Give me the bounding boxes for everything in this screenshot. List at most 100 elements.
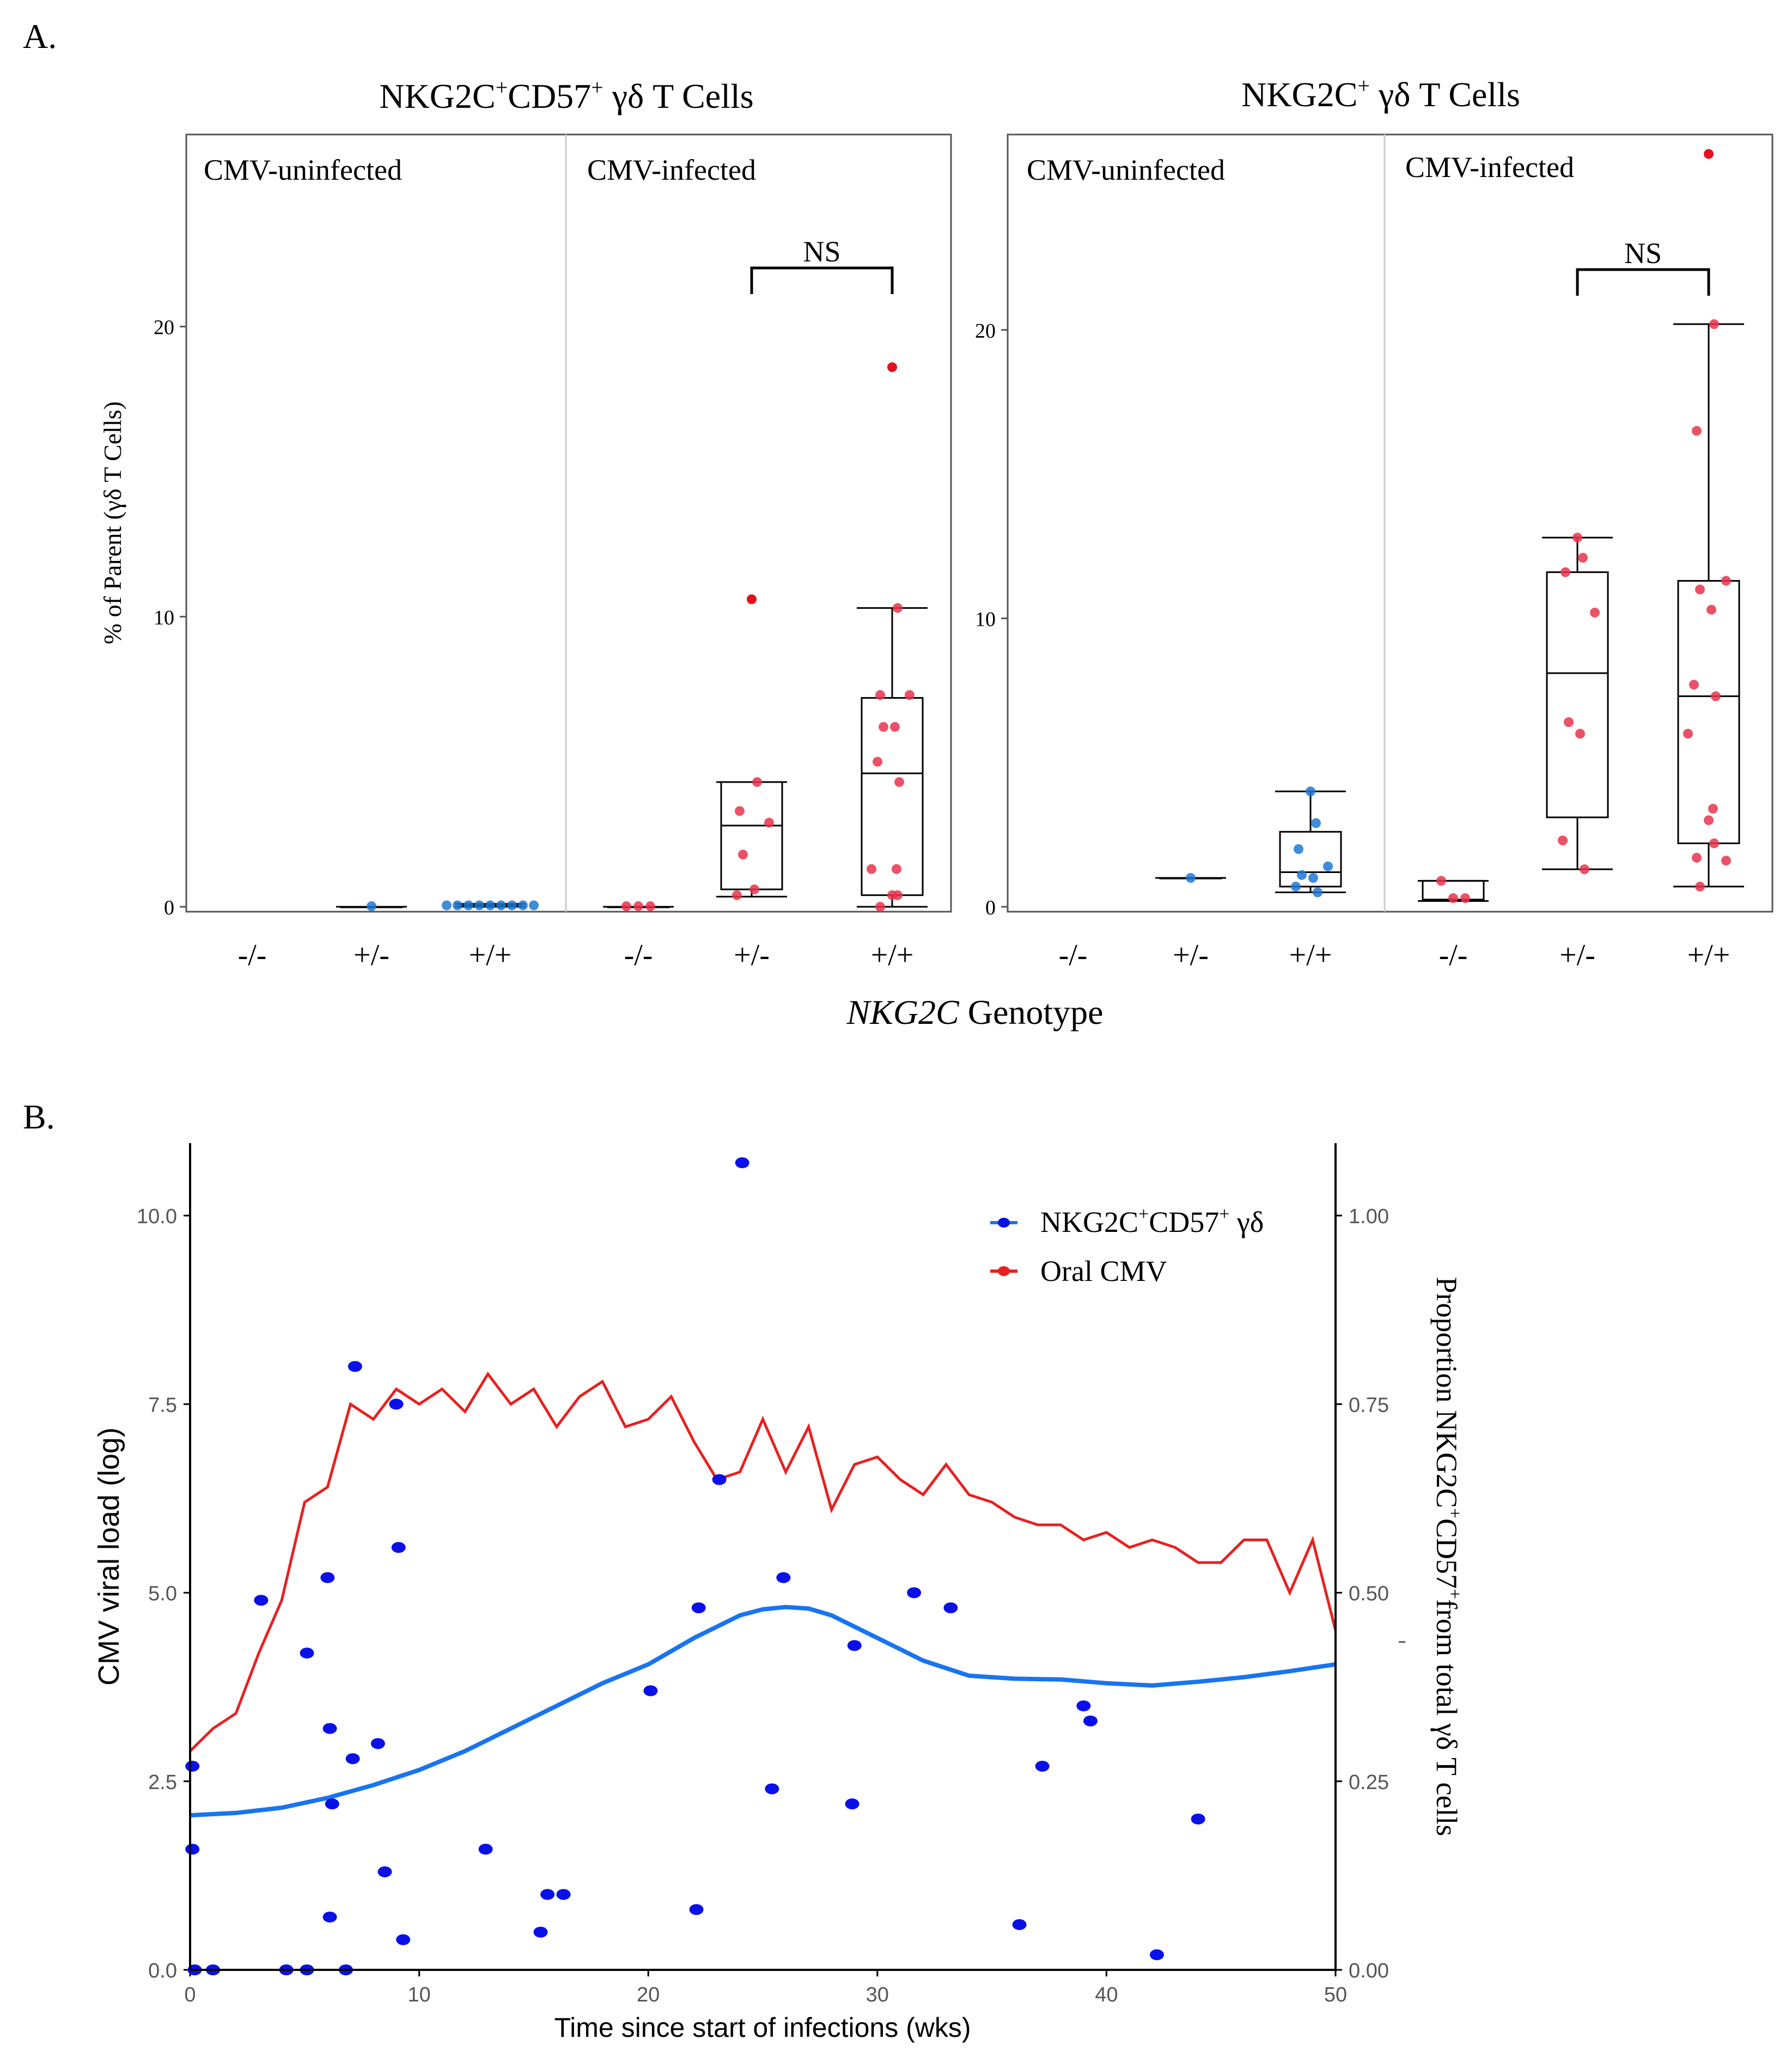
data-point bbox=[453, 900, 462, 911]
y-right-tick-label: 0.50 bbox=[1349, 1583, 1389, 1606]
data-point bbox=[1711, 691, 1721, 701]
legend-label-nkg2c: NKG2C+CD57+ γδ bbox=[1040, 1204, 1264, 1238]
x-tick-label: 30 bbox=[866, 1983, 889, 2006]
data-point bbox=[322, 1912, 337, 1923]
data-point bbox=[1721, 576, 1731, 586]
x-tick-label: -/- bbox=[624, 938, 653, 972]
legend-label-cmv: Oral CMV bbox=[1040, 1255, 1167, 1287]
data-point bbox=[907, 1587, 922, 1598]
y-right-tick-label: 1.00 bbox=[1349, 1205, 1389, 1228]
data-point bbox=[943, 1602, 958, 1614]
y-right-tick-label: 0.00 bbox=[1349, 1960, 1389, 1982]
data-point bbox=[689, 1904, 704, 1915]
data-point bbox=[893, 890, 903, 900]
chart-a-left-frame bbox=[185, 133, 952, 913]
data-point bbox=[735, 1157, 749, 1169]
data-point bbox=[873, 756, 882, 767]
x-tick-label: 50 bbox=[1324, 1983, 1347, 2006]
data-point bbox=[867, 864, 876, 874]
data-point bbox=[345, 1753, 360, 1765]
y-tick-label: 10.0 bbox=[137, 1205, 177, 1228]
data-point bbox=[300, 1647, 314, 1659]
x-tick-label: +/+ bbox=[1687, 938, 1730, 972]
significance-bracket bbox=[1576, 268, 1710, 296]
data-point bbox=[1308, 873, 1318, 883]
data-point bbox=[1692, 852, 1702, 863]
data-point bbox=[879, 722, 888, 732]
data-point bbox=[765, 1783, 779, 1794]
chart-b-y-right-title: Proportion NKG2C+CD57+from total γδ T ce… bbox=[1430, 1277, 1465, 1836]
data-point bbox=[735, 806, 745, 816]
data-point bbox=[691, 1602, 706, 1614]
data-point bbox=[1564, 717, 1574, 728]
data-point bbox=[254, 1595, 269, 1606]
y-tick-label: 7.5 bbox=[148, 1394, 177, 1417]
data-point bbox=[540, 1889, 555, 1900]
x-tick-label: 40 bbox=[1095, 1983, 1118, 2006]
data-point bbox=[887, 362, 897, 373]
data-point bbox=[645, 901, 655, 911]
data-point bbox=[905, 690, 915, 700]
legend-swatch-dot-cmv bbox=[998, 1266, 1010, 1276]
data-point bbox=[875, 902, 885, 912]
chart-b-legend: NKG2C+CD57+ γδ Oral CMV bbox=[990, 1204, 1264, 1287]
data-point bbox=[370, 1738, 385, 1749]
y-tick-label: 10 bbox=[154, 606, 174, 629]
data-point bbox=[185, 1844, 200, 1855]
data-point bbox=[893, 603, 903, 613]
data-point bbox=[485, 900, 495, 911]
chart-a-right-title: NKG2C+ γδ T Cells bbox=[1241, 74, 1520, 114]
facet-label-uninfected-right: CMV-uninfected bbox=[1027, 154, 1225, 186]
y-tick-label: 0 bbox=[985, 896, 996, 919]
nkg2c-smooth-line bbox=[190, 1604, 1336, 1818]
data-point bbox=[1578, 553, 1588, 563]
data-point bbox=[1695, 881, 1705, 892]
data-point bbox=[320, 1572, 335, 1583]
data-point bbox=[556, 1889, 571, 1900]
data-point bbox=[1572, 533, 1582, 543]
y-tick-label: 2.5 bbox=[148, 1771, 177, 1794]
data-point bbox=[518, 900, 528, 911]
data-point bbox=[1689, 680, 1699, 690]
y-tick-label: 20 bbox=[154, 316, 174, 339]
data-point bbox=[890, 722, 900, 732]
x-tick-label: +/- bbox=[1173, 938, 1209, 972]
data-point bbox=[747, 594, 757, 605]
data-point bbox=[496, 900, 506, 911]
data-point bbox=[1313, 887, 1322, 898]
data-point bbox=[1460, 893, 1470, 904]
x-tick-label: -/- bbox=[1439, 938, 1468, 972]
data-point bbox=[1590, 607, 1600, 618]
data-point bbox=[391, 1542, 406, 1553]
box-iqr bbox=[1546, 571, 1609, 819]
data-point bbox=[1704, 149, 1714, 159]
box-iqr bbox=[1677, 580, 1740, 844]
data-point bbox=[322, 1723, 337, 1734]
data-point bbox=[1692, 426, 1702, 436]
data-point bbox=[1709, 838, 1719, 849]
panel-label-a: A. bbox=[23, 17, 57, 56]
data-point bbox=[1291, 881, 1301, 892]
data-point bbox=[1448, 893, 1458, 904]
chart-b-x-title: Time since start of infections (wks) bbox=[554, 2012, 971, 2043]
data-point bbox=[1297, 870, 1307, 880]
data-point bbox=[1436, 876, 1446, 886]
data-point bbox=[325, 1798, 339, 1810]
x-tick-label: +/+ bbox=[871, 938, 914, 972]
x-tick-label: -/- bbox=[238, 938, 267, 972]
data-point bbox=[1035, 1761, 1050, 1772]
data-point bbox=[1083, 1715, 1098, 1726]
data-point bbox=[396, 1934, 411, 1945]
y-tick-label: 10 bbox=[975, 608, 996, 631]
data-point bbox=[621, 901, 631, 911]
y-tick-label: 5.0 bbox=[148, 1583, 177, 1606]
data-point bbox=[732, 890, 742, 900]
x-tick-label: +/+ bbox=[1289, 938, 1332, 972]
data-point bbox=[507, 900, 517, 911]
legend-swatch-dot-nkg2c bbox=[998, 1218, 1010, 1228]
data-point bbox=[1191, 1814, 1205, 1824]
x-tick-label: 10 bbox=[407, 1983, 430, 2006]
data-point bbox=[1683, 729, 1693, 739]
y-tick-label: 20 bbox=[975, 320, 996, 343]
